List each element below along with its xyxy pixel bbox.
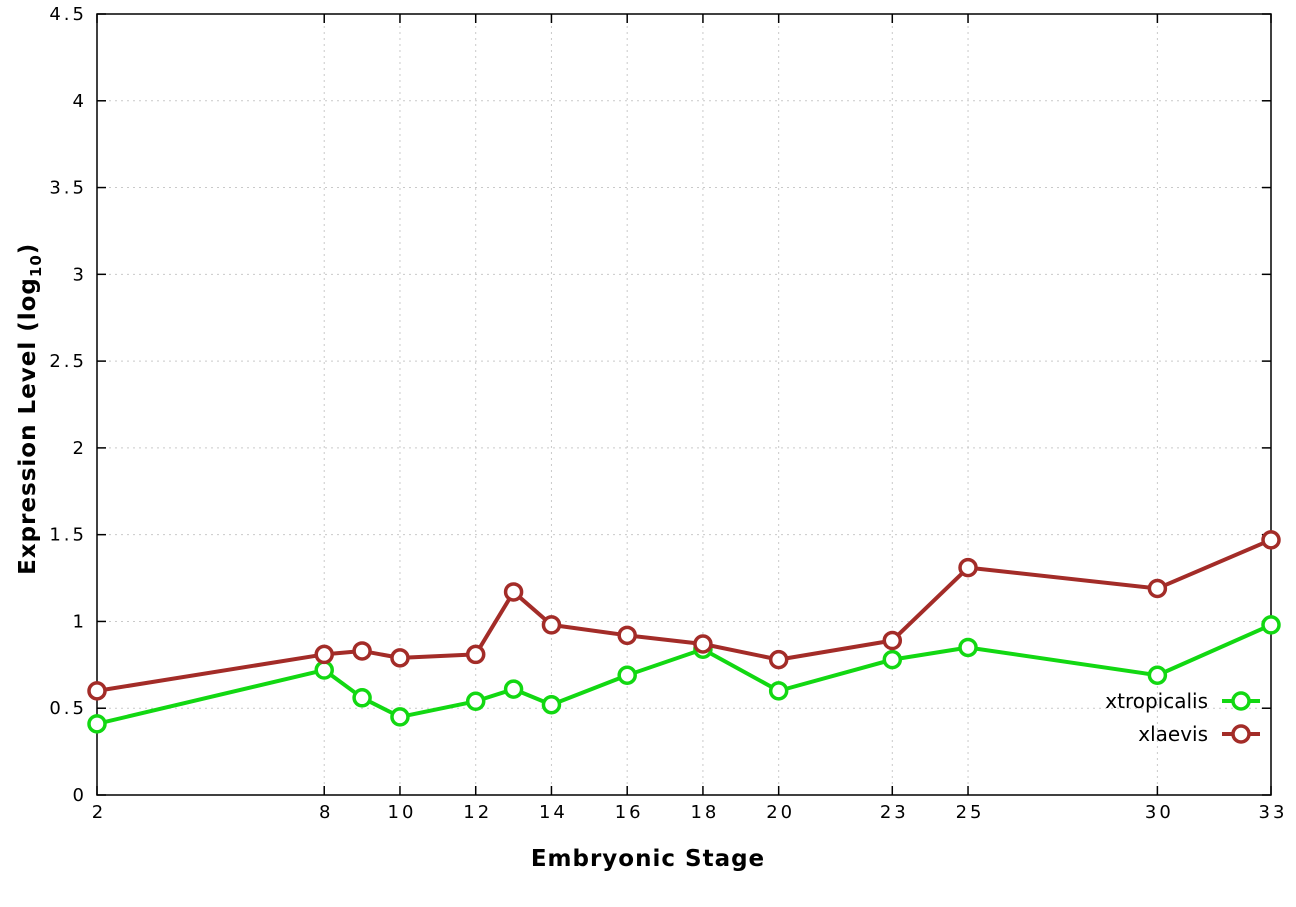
grid-lines — [97, 13, 1271, 795]
series-xtropicalis — [87, 615, 1281, 734]
y-tick-label: 0.5 — [49, 698, 87, 719]
data-point-marker — [87, 714, 107, 734]
data-point-marker — [617, 625, 637, 646]
x-tick-label: 25 — [956, 802, 985, 823]
data-point-marker — [1147, 665, 1168, 685]
legend-marker-sample — [1231, 691, 1251, 711]
data-point-marker — [958, 557, 978, 578]
data-point-marker — [352, 641, 372, 661]
y-axis-label-sub: 10 — [26, 254, 45, 278]
legend-label-xlaevis: xlaevis — [1138, 722, 1208, 746]
plot-border — [96, 13, 1272, 796]
data-point-marker — [465, 691, 486, 712]
y-axis-label-close: ) — [15, 242, 42, 255]
series-line — [96, 623, 1272, 726]
data-point-marker — [87, 681, 107, 701]
data-point-marker — [1261, 615, 1281, 635]
x-tick-label: 18 — [690, 802, 719, 823]
data-point-marker — [390, 648, 410, 668]
data-point-marker — [958, 637, 978, 658]
y-tick-labels: 0 0.5 1 1.5 2 2.5 3 3.5 4 4.5 — [49, 4, 87, 806]
x-tick-label: 2 — [92, 802, 106, 823]
y-tick-label: 1 — [73, 611, 87, 632]
x-tick-label: 10 — [388, 802, 417, 823]
y-axis-label: Expression Level (log10) — [15, 199, 45, 619]
y-tick-label: 3 — [73, 264, 87, 285]
data-point-marker — [390, 707, 410, 727]
x-tick-labels: 2 8 10 12 14 16 18 20 23 25 30 33 — [92, 802, 1288, 823]
data-point-marker — [693, 634, 713, 654]
data-point-marker — [541, 615, 562, 635]
data-point-marker — [352, 688, 372, 708]
tick-marks — [96, 13, 1272, 796]
series-xlaevis — [87, 530, 1281, 701]
x-tick-label: 8 — [319, 802, 333, 823]
data-point-marker — [617, 665, 637, 685]
x-axis-label: Embryonic Stage — [530, 846, 766, 872]
x-tick-label: 16 — [615, 802, 644, 823]
x-tick-label: 14 — [539, 802, 568, 823]
y-tick-label: 2.5 — [49, 351, 87, 372]
y-tick-label: 4 — [73, 91, 87, 112]
data-point-marker — [882, 649, 903, 670]
x-tick-label: 12 — [463, 802, 492, 823]
data-point-marker — [541, 695, 562, 715]
x-tick-label: 20 — [766, 802, 795, 823]
data-point-marker — [1261, 530, 1281, 550]
legend: xtropicalis xlaevis — [1105, 689, 1260, 746]
y-tick-label: 3.5 — [49, 178, 87, 199]
data-point-marker — [314, 644, 334, 665]
x-tick-label: 23 — [880, 802, 909, 823]
legend-label-xtropicalis: xtropicalis — [1105, 689, 1208, 713]
data-point-marker — [882, 630, 903, 651]
data-point-marker — [768, 681, 789, 701]
data-point-marker — [1147, 578, 1168, 599]
x-tick-label: 33 — [1259, 802, 1288, 823]
data-point-marker — [503, 679, 524, 699]
y-tick-label: 4.5 — [49, 4, 87, 25]
y-tick-label: 1.5 — [49, 525, 87, 546]
legend-marker-sample — [1231, 724, 1251, 744]
x-tick-label: 30 — [1145, 802, 1174, 823]
data-point-marker — [768, 649, 789, 670]
data-point-marker — [503, 582, 524, 602]
y-axis-label-main: Expression Level (log — [15, 277, 42, 575]
series-line — [96, 538, 1272, 693]
y-tick-label: 0 — [73, 785, 87, 806]
data-point-marker — [314, 660, 334, 680]
data-point-marker — [465, 644, 486, 665]
y-tick-label: 2 — [73, 438, 87, 459]
